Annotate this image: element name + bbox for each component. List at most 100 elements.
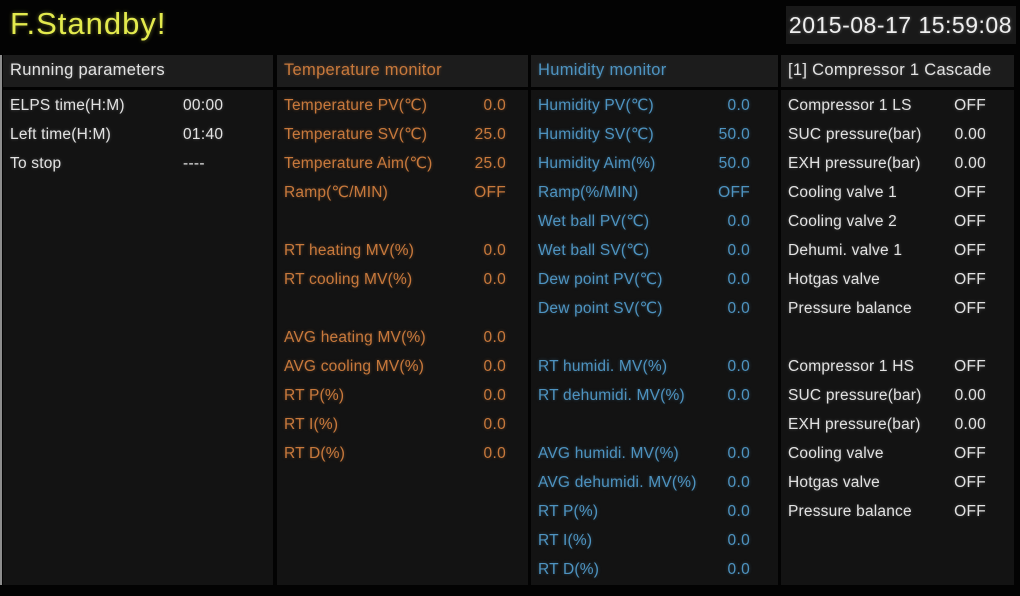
- param-label: SUC pressure(bar): [788, 386, 922, 404]
- param-label: Dew point PV(℃): [538, 271, 663, 288]
- param-label: EXH pressure(bar): [788, 415, 921, 433]
- param-label: Temperature Aim(℃): [284, 155, 433, 172]
- param-value: 0.0: [727, 531, 750, 549]
- param-value: 50.0: [718, 125, 750, 143]
- param-value: 0.00: [954, 415, 986, 433]
- param-row: Pressure balance OFF: [781, 497, 1014, 526]
- param-row: Ramp(%/MIN) OFF: [531, 178, 778, 207]
- param-label: RT humidi. MV(%): [538, 357, 668, 375]
- param-value: OFF: [954, 96, 986, 114]
- param-value: 25.0: [474, 154, 506, 172]
- param-label: Pressure balance: [788, 299, 912, 317]
- param-value: OFF: [954, 212, 986, 230]
- param-row: Pressure balance OFF: [781, 294, 1014, 323]
- param-label: RT heating MV(%): [284, 241, 415, 259]
- param-label: Dehumi. valve 1: [788, 241, 903, 259]
- panel-humidity-monitor: Humidity monitor Humidity PV(℃) 0.0 Humidi…: [531, 55, 778, 585]
- panel-title-temperature-monitor: Temperature monitor: [277, 55, 528, 87]
- param-value: 0.0: [727, 502, 750, 520]
- param-row: Humidity SV(℃) 50.0: [531, 120, 778, 149]
- param-label: AVG heating MV(%): [284, 328, 426, 346]
- param-row: Humidity PV(℃) 0.0: [531, 91, 778, 120]
- param-label: Wet ball SV(℃): [538, 242, 650, 259]
- param-value: 01:40: [183, 125, 224, 143]
- panel-compressor-1-cascade: [1] Compressor 1 Cascade Compressor 1 LS…: [781, 55, 1014, 585]
- param-label: ELPS time(H:M): [10, 96, 125, 114]
- spacer-row: [781, 323, 1014, 352]
- param-row: RT P(%) 0.0: [531, 497, 778, 526]
- param-label: Hotgas valve: [788, 473, 881, 491]
- panel-temperature-monitor: Temperature monitor Temperature PV(℃) 0.0…: [277, 55, 528, 585]
- param-label: RT D(%): [538, 560, 600, 578]
- param-row: Humidity Aim(%) 50.0: [531, 149, 778, 178]
- param-value: 0.00: [954, 125, 986, 143]
- param-label: To stop: [10, 154, 62, 172]
- param-label: Temperature PV(℃): [284, 97, 428, 114]
- param-label: Pressure balance: [788, 502, 912, 520]
- param-value: 0.00: [954, 154, 986, 172]
- param-row: Dew point PV(℃) 0.0: [531, 265, 778, 294]
- param-value: 0.0: [483, 96, 506, 114]
- datetime-display: 2015-08-17 15:59:08: [786, 6, 1016, 44]
- spacer-row: [531, 410, 778, 439]
- param-value: 0.0: [483, 386, 506, 404]
- param-value: OFF: [954, 502, 986, 520]
- param-label: Wet ball PV(℃): [538, 213, 650, 230]
- param-value: 0.0: [727, 96, 750, 114]
- param-row: Wet ball PV(℃) 0.0: [531, 207, 778, 236]
- param-row: Hotgas valve OFF: [781, 265, 1014, 294]
- param-value: 0.0: [727, 560, 750, 578]
- panel-running-parameters: Running parameters ELPS time(H:M) 00:00 Le…: [3, 55, 273, 585]
- param-row: SUC pressure(bar) 0.00: [781, 120, 1014, 149]
- param-row: SUC pressure(bar) 0.00: [781, 381, 1014, 410]
- param-row: Left time(H:M) 01:40: [3, 120, 273, 149]
- param-value: 0.0: [483, 357, 506, 375]
- panel-title-humidity-monitor: Humidity monitor: [531, 55, 778, 87]
- param-value: 0.0: [727, 444, 750, 462]
- param-label: AVG humidi. MV(%): [538, 444, 679, 462]
- param-value: 00:00: [183, 96, 224, 114]
- param-value: 0.0: [483, 415, 506, 433]
- param-label: Humidity Aim(%): [538, 154, 656, 172]
- param-row: Cooling valve OFF: [781, 439, 1014, 468]
- param-label: RT P(%): [284, 386, 345, 404]
- param-row: AVG humidi. MV(%) 0.0: [531, 439, 778, 468]
- param-value: OFF: [954, 241, 986, 259]
- param-row: RT D(%) 0.0: [531, 555, 778, 584]
- param-value: OFF: [954, 183, 986, 201]
- param-label: Cooling valve 2: [788, 212, 897, 230]
- param-row: Temperature SV(℃) 25.0: [277, 120, 528, 149]
- param-label: SUC pressure(bar): [788, 125, 922, 143]
- param-row: RT P(%) 0.0: [277, 381, 528, 410]
- datetime-text: 2015-08-17 15:59:08: [788, 11, 1012, 38]
- panel-body: Temperature PV(℃) 0.0 Temperature SV(℃) 25.…: [277, 90, 528, 585]
- param-value: 0.0: [483, 270, 506, 288]
- param-row: AVG dehumidi. MV(%) 0.0: [531, 468, 778, 497]
- panel-title-compressor-1-cascade: [1] Compressor 1 Cascade: [781, 55, 1014, 87]
- param-row: Hotgas valve OFF: [781, 468, 1014, 497]
- param-row: Dew point SV(℃) 0.0: [531, 294, 778, 323]
- param-label: RT P(%): [538, 502, 599, 520]
- param-row: RT dehumidi. MV(%) 0.0: [531, 381, 778, 410]
- param-label: Hotgas valve: [788, 270, 881, 288]
- param-label: Ramp(%/MIN): [538, 183, 639, 201]
- spacer-row: [277, 207, 528, 236]
- param-row: RT I(%) 0.0: [277, 410, 528, 439]
- param-value: OFF: [954, 299, 986, 317]
- param-label: Cooling valve: [788, 444, 884, 462]
- panel-title-running-parameters: Running parameters: [3, 55, 273, 87]
- param-row: EXH pressure(bar) 0.00: [781, 149, 1014, 178]
- machine-status-text: F.Standby!: [10, 6, 167, 41]
- param-label: Dew point SV(℃): [538, 300, 663, 317]
- param-row: RT D(%) 0.0: [277, 439, 528, 468]
- param-row: Temperature PV(℃) 0.0: [277, 91, 528, 120]
- param-value: 0.0: [483, 241, 506, 259]
- param-row: Ramp(℃/MIN) OFF: [277, 178, 528, 207]
- param-label: Compressor 1 LS: [788, 96, 912, 114]
- param-row: RT cooling MV(%) 0.0: [277, 265, 528, 294]
- param-label: Left time(H:M): [10, 125, 111, 143]
- param-row: RT humidi. MV(%) 0.0: [531, 352, 778, 381]
- param-label: EXH pressure(bar): [788, 154, 921, 172]
- param-row: Cooling valve 2 OFF: [781, 207, 1014, 236]
